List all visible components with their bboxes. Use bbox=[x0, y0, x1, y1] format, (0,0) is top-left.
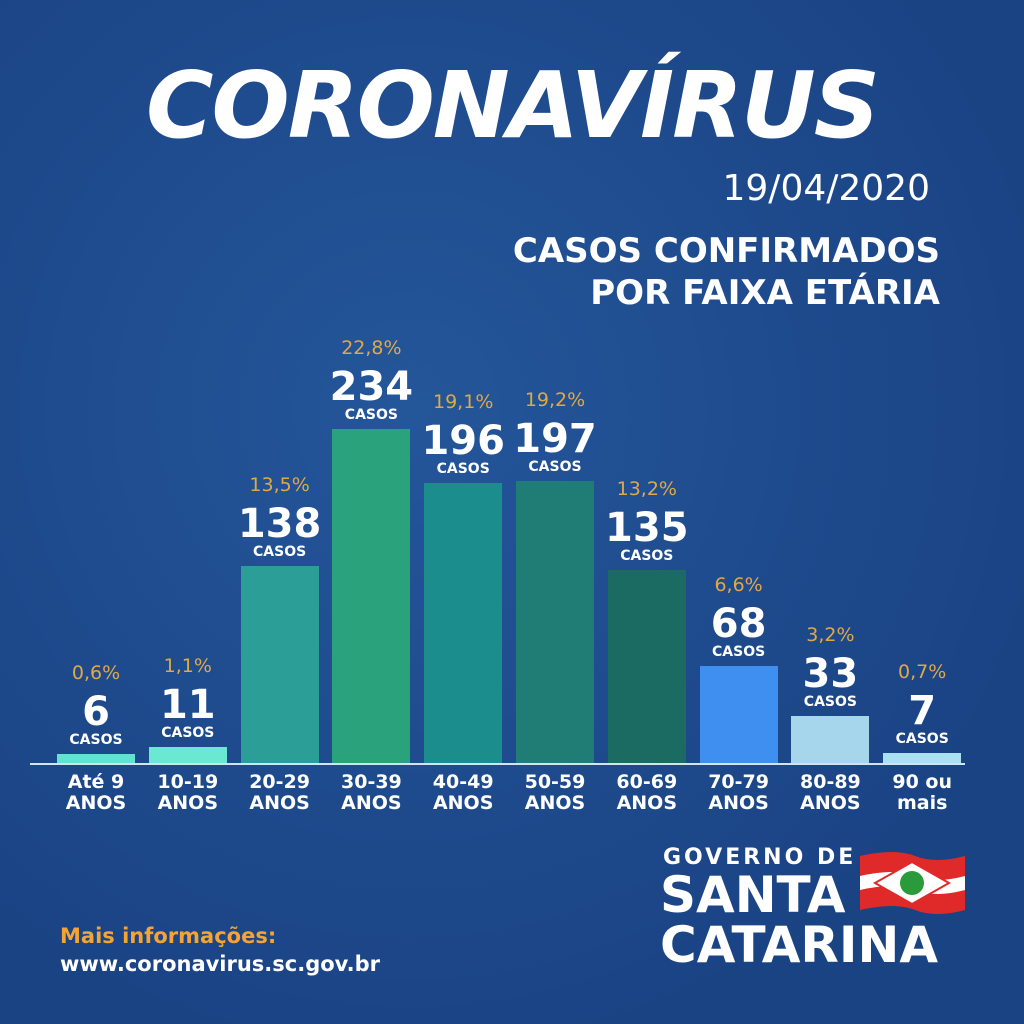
bar bbox=[148, 747, 227, 763]
baseline bbox=[30, 763, 965, 765]
subtitle: CASOS CONFIRMADOS POR FAIXA ETÁRIA bbox=[513, 230, 940, 314]
unit-label: CASOS bbox=[161, 725, 215, 742]
value-label: 6 bbox=[82, 689, 110, 736]
url: www.coronavirus.sc.gov.br bbox=[60, 952, 381, 976]
percentage-label: 0,6% bbox=[71, 662, 121, 685]
x-tick-label: 90 ou mais bbox=[892, 771, 952, 814]
value-label: 234 bbox=[329, 363, 414, 410]
unit-label: CASOS bbox=[344, 406, 398, 423]
unit-label: CASOS bbox=[803, 693, 857, 710]
subtitle-line: CASOS CONFIRMADOS bbox=[512, 231, 940, 271]
percentage-label: 13,5% bbox=[249, 473, 310, 496]
logo-line: GOVERNO DE bbox=[663, 845, 857, 870]
percentage-label: 1,1% bbox=[163, 655, 212, 678]
x-tick-label: 10-19 ANOS bbox=[157, 771, 219, 814]
value-label: 7 bbox=[908, 687, 937, 734]
unit-label: CASOS bbox=[895, 730, 949, 747]
bar bbox=[699, 665, 778, 763]
percentage-label: 0,7% bbox=[898, 660, 947, 683]
x-tick-label: 70-79 ANOS bbox=[708, 771, 769, 814]
unit-label: CASOS bbox=[528, 459, 582, 476]
x-tick-label: 80-89 ANOS bbox=[800, 771, 861, 814]
logo-line: CATARINA bbox=[660, 916, 939, 974]
bar bbox=[240, 565, 319, 763]
flag bbox=[860, 852, 965, 914]
subtitle-line: POR FAIXA ETÁRIA bbox=[590, 273, 940, 313]
bar bbox=[791, 715, 870, 763]
unit-label: CASOS bbox=[253, 543, 307, 560]
date: 19/04/2020 bbox=[722, 168, 931, 209]
value-label: 196 bbox=[421, 417, 505, 464]
unit-label: CASOS bbox=[69, 732, 123, 749]
unit-label: CASOS bbox=[436, 460, 490, 477]
percentage-label: 3,2% bbox=[806, 623, 855, 646]
x-tick-label: 50-59 ANOS bbox=[524, 771, 586, 814]
logo-line: SANTA bbox=[660, 866, 846, 924]
bar bbox=[883, 752, 962, 763]
percentage-label: 19,1% bbox=[433, 390, 494, 413]
bar bbox=[332, 428, 411, 763]
flag-emblem bbox=[900, 871, 924, 895]
more-info: Mais informações: bbox=[60, 924, 277, 948]
x-tick-label: Até 9 ANOS bbox=[65, 771, 127, 814]
value-label: 68 bbox=[710, 600, 767, 647]
x-tick-label: 40-49 ANOS bbox=[432, 771, 494, 814]
bar bbox=[57, 754, 135, 763]
x-tick-label: 30-39 ANOS bbox=[341, 771, 402, 814]
percentage-label: 22,8% bbox=[341, 336, 402, 359]
value-label: 138 bbox=[237, 500, 322, 547]
value-label: 197 bbox=[513, 416, 597, 463]
bar bbox=[607, 570, 686, 763]
bar bbox=[424, 482, 503, 763]
x-tick-label: 60-69 ANOS bbox=[616, 771, 678, 814]
percentage-label: 19,2% bbox=[524, 389, 586, 412]
bar bbox=[516, 481, 594, 763]
value-label: 11 bbox=[159, 682, 216, 729]
title: CORONAVÍRUS bbox=[146, 52, 880, 159]
unit-label: CASOS bbox=[620, 548, 674, 565]
percentage-label: 13,2% bbox=[616, 478, 677, 501]
value-label: 33 bbox=[802, 650, 859, 697]
value-label: 135 bbox=[605, 505, 689, 552]
x-tick-label: 20-29 ANOS bbox=[249, 771, 310, 814]
unit-label: CASOS bbox=[712, 643, 766, 660]
percentage-label: 6,6% bbox=[714, 573, 763, 596]
